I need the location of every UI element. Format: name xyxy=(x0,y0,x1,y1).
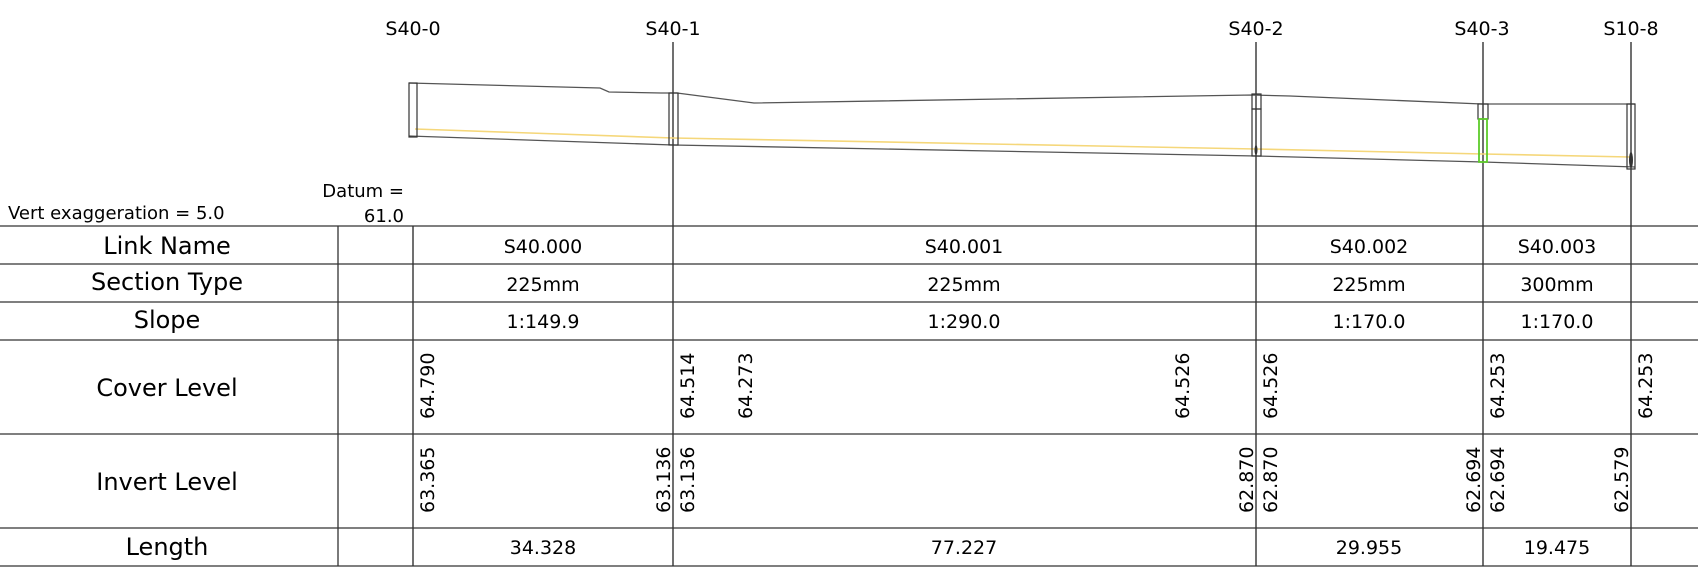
link-name-cell: S40.002 xyxy=(1330,236,1409,258)
section-type-cell: 225mm xyxy=(506,274,579,296)
cover-level-value: 64.273 xyxy=(735,353,757,419)
cover-level-value: 64.526 xyxy=(1260,353,1282,419)
section-type-cell: 300mm xyxy=(1520,274,1593,296)
cover-level-value: 64.526 xyxy=(1172,353,1194,419)
length-cell: 77.227 xyxy=(931,537,997,559)
row-label-link-name: Link Name xyxy=(103,232,231,260)
link-name-cell: S40.003 xyxy=(1518,236,1597,258)
vert-exaggeration-label: Vert exaggeration = 5.0 xyxy=(8,203,225,224)
cover-level-value: 64.253 xyxy=(1635,353,1657,419)
row-label-invert-level: Invert Level xyxy=(96,468,238,496)
cover-level-value: 64.790 xyxy=(417,353,439,419)
outfall-marker xyxy=(1629,152,1633,168)
manhole-label: S40-3 xyxy=(1454,18,1509,40)
invert-level-value: 62.694 xyxy=(1463,447,1485,513)
cover-level-value: 64.253 xyxy=(1487,353,1509,419)
manhole-chambers xyxy=(408,82,1636,170)
section-type-cell: 225mm xyxy=(927,274,1000,296)
slope-cell: 1:149.9 xyxy=(507,311,580,333)
invert-level-value: 62.579 xyxy=(1611,447,1633,513)
link-name-cell: S40.000 xyxy=(504,236,583,258)
manhole-chamber xyxy=(1251,108,1262,157)
manhole-chamber xyxy=(408,82,418,138)
invert-level-value: 63.365 xyxy=(417,447,439,513)
manhole-label: S40-0 xyxy=(385,18,440,40)
invert-level-value: 62.694 xyxy=(1487,447,1509,513)
slope-cell: 1:290.0 xyxy=(928,311,1001,333)
row-label-length: Length xyxy=(126,533,209,561)
manhole-chainage-lines xyxy=(412,42,1632,566)
section-type-cell: 225mm xyxy=(1332,274,1405,296)
link-name-cell: S40.001 xyxy=(925,236,1004,258)
invert-level-value: 63.136 xyxy=(653,447,675,513)
manhole-label: S10-8 xyxy=(1603,18,1658,40)
length-cell: 34.328 xyxy=(510,537,576,559)
row-label-slope: Slope xyxy=(134,306,201,334)
table-grid xyxy=(0,225,1698,567)
manhole-chamber xyxy=(668,92,679,146)
slope-cell: 1:170.0 xyxy=(1521,311,1594,333)
manhole-label: S40-1 xyxy=(645,18,700,40)
ground-line xyxy=(408,82,1635,105)
invert-level-value: 62.870 xyxy=(1236,447,1258,513)
slope-cell: 1:170.0 xyxy=(1333,311,1406,333)
length-cell: 29.955 xyxy=(1336,537,1402,559)
invert-level-value: 63.136 xyxy=(677,447,699,513)
row-label-cover-level: Cover Level xyxy=(96,374,237,402)
row-label-section-type: Section Type xyxy=(91,268,243,296)
invert-level-value: 62.870 xyxy=(1260,447,1282,513)
datum-label: Datum = xyxy=(322,181,404,202)
outfall-marker xyxy=(1254,145,1258,155)
cover-level-value: 64.514 xyxy=(677,353,699,419)
manhole-chamber xyxy=(1626,103,1636,170)
length-cell: 19.475 xyxy=(1524,537,1590,559)
datum-value: 61.0 xyxy=(364,206,404,227)
manhole-label: S40-2 xyxy=(1228,18,1283,40)
highlighted-manhole-chamber xyxy=(1478,118,1488,163)
pipe-invert-line xyxy=(408,135,1636,168)
